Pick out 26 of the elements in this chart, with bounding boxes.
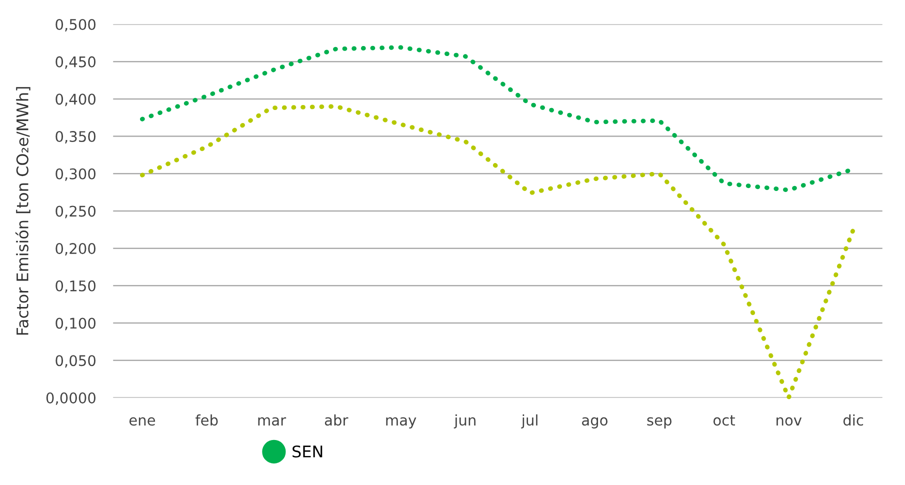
x-tick-label: jun xyxy=(454,414,476,428)
x-tick-label: dic xyxy=(843,414,864,426)
y-tick-label: 0,450 xyxy=(56,56,96,69)
y-tick-label: 0,400 xyxy=(56,94,96,106)
y-tick-label: 0,150 xyxy=(56,280,96,293)
x-tick-label: nov xyxy=(776,417,802,426)
y-tick-label: 0,100 xyxy=(56,318,96,330)
x-tick-label: sep xyxy=(647,417,672,428)
legend-label: SEN xyxy=(292,445,322,458)
x-tick-label: mar xyxy=(258,417,286,426)
y-tick-label: 0,0000 xyxy=(46,392,96,405)
y-axis-title: Factor Emisión [ton CO₂e/MWh] xyxy=(15,87,30,335)
y-tick-label: 0,200 xyxy=(56,243,96,256)
x-tick-label: abr xyxy=(324,414,348,426)
line-series xyxy=(140,104,856,400)
y-tick-label: 0,350 xyxy=(56,131,96,144)
x-tick-label: may xyxy=(386,417,416,428)
y-tick-label: 0,300 xyxy=(56,168,96,181)
x-tick-label: jul xyxy=(521,414,538,428)
y-tick-label: 0,050 xyxy=(56,355,96,368)
x-tick-label: oct xyxy=(713,415,735,426)
x-tick-label: feb xyxy=(196,414,218,426)
y-tick-label: 0,500 xyxy=(56,18,96,32)
y-tick-label: 0,250 xyxy=(56,206,96,218)
x-tick-label: ago xyxy=(582,417,608,428)
x-tick-label: ene xyxy=(129,417,156,426)
